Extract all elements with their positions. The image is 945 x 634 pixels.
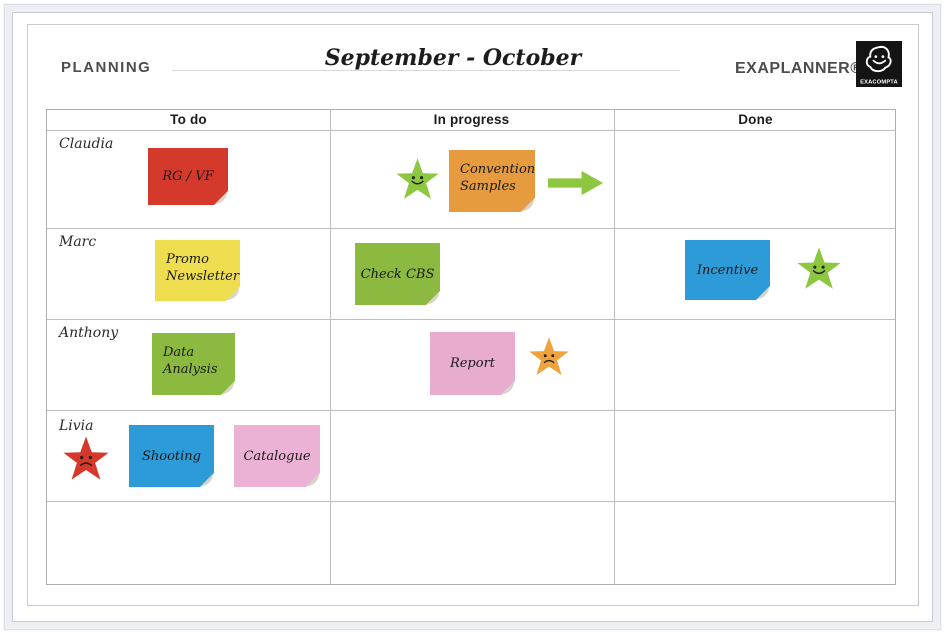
folded-corner — [306, 473, 320, 487]
sticky-note-convention-samples[interactable]: Convention Samples — [449, 150, 535, 212]
happy-star-icon[interactable] — [796, 246, 842, 292]
note-label: Report — [449, 356, 496, 371]
sticky-note-check-cbs[interactable]: Check CBS — [355, 243, 440, 305]
column-header-done: Done — [738, 112, 773, 127]
whiteboard: PLANNING September - October EXAPLANNER®… — [13, 13, 932, 621]
arrow-right-icon[interactable] — [548, 169, 604, 197]
title-underline — [172, 70, 680, 71]
row-divider — [47, 501, 895, 502]
note-label: Promo Newsletter — [166, 252, 240, 284]
note-label: Shooting — [141, 448, 201, 464]
row-divider — [47, 228, 895, 229]
happy-star-icon[interactable] — [395, 157, 440, 202]
note-label: Check CBS — [360, 266, 435, 282]
row-divider — [47, 410, 895, 411]
folded-corner — [501, 381, 515, 395]
folded-corner — [200, 473, 214, 487]
sticky-note-rg-vf[interactable]: RG / VF — [148, 148, 228, 205]
folded-corner — [226, 287, 240, 301]
row-label-marc: Marc — [59, 234, 97, 250]
row-divider — [47, 319, 895, 320]
sad-star-icon[interactable] — [528, 336, 570, 378]
period-title: September - October — [324, 45, 582, 71]
sticky-note-catalogue[interactable]: Catalogue — [234, 425, 320, 487]
column-divider — [330, 110, 331, 584]
note-label: Catalogue — [243, 448, 311, 464]
column-divider — [614, 110, 615, 584]
planning-grid: To do In progress Done Claudia Marc Anth… — [46, 109, 896, 585]
sticky-note-incentive[interactable]: Incentive — [685, 240, 770, 300]
planning-label: PLANNING — [61, 59, 152, 76]
sad-star-icon[interactable] — [62, 435, 110, 483]
row-divider — [47, 130, 895, 131]
logo-face-icon — [865, 45, 892, 73]
folded-corner — [521, 198, 535, 212]
column-header-todo: To do — [170, 112, 207, 127]
note-label: Data Analysis — [163, 345, 218, 377]
note-label: RG / VF — [162, 169, 214, 184]
column-header-in-progress: In progress — [433, 112, 510, 127]
sticky-note-data-analysis[interactable]: Data Analysis — [152, 333, 235, 395]
row-label-livia: Livia — [59, 418, 94, 434]
folded-corner — [426, 291, 440, 305]
logo-text: EXACOMPTA — [860, 79, 898, 86]
note-label: Incentive — [696, 262, 759, 278]
exacompta-logo: EXACOMPTA — [856, 41, 902, 87]
folded-corner — [756, 286, 770, 300]
sticky-note-promo-newsletter[interactable]: Promo Newsletter — [155, 240, 240, 301]
note-label: Convention Samples — [460, 162, 536, 194]
brand-name: EXAPLANNER® — [735, 60, 863, 77]
folded-corner — [221, 381, 235, 395]
row-label-anthony: Anthony — [59, 325, 119, 341]
folded-corner — [214, 191, 228, 205]
sticky-note-shooting[interactable]: Shooting — [129, 425, 214, 487]
sticky-note-report[interactable]: Report — [430, 332, 515, 395]
row-label-claudia: Claudia — [59, 136, 114, 152]
